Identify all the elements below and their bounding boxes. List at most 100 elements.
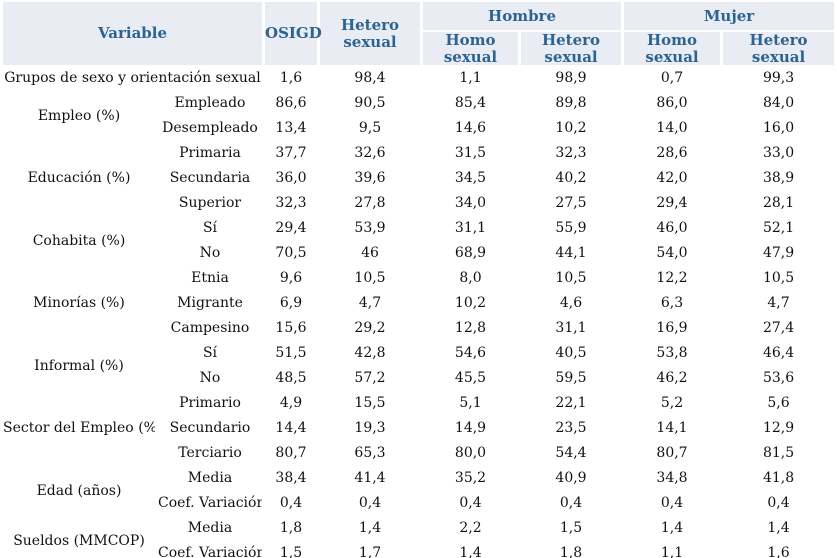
value-cell: 4,7 xyxy=(723,292,835,315)
value-cell: 53,9 xyxy=(320,217,420,240)
value-cell: 15,6 xyxy=(265,317,317,340)
value-cell: 8,0 xyxy=(423,267,518,290)
subcategory-cell: Superior xyxy=(158,192,262,215)
value-cell: 16,9 xyxy=(624,317,721,340)
table-row: Sector del Empleo (%) Primario 4,9 15,5 … xyxy=(3,392,835,465)
subcategory-cell: Desempleado xyxy=(158,117,262,140)
value-cell: 41,4 xyxy=(320,467,420,490)
table-row: No 48,5 57,2 45,5 59,5 46,2 53,6 xyxy=(3,367,835,390)
column-header-osigd: OSIGD xyxy=(265,2,322,65)
value-cell: 46,0 xyxy=(624,217,721,240)
category-cell: Empleo (%) xyxy=(3,92,155,140)
table-row: Edad (años) Media 38,4 41,4 35,2 40,9 34… xyxy=(3,467,835,515)
value-cell: 27,5 xyxy=(521,192,622,215)
subcategory-cell: Migrante xyxy=(158,292,262,315)
value-cell: 98,9 xyxy=(521,67,622,90)
subcategory-cell: Sí xyxy=(158,342,262,365)
value-cell: 98,4 xyxy=(320,67,420,90)
subcategory-cell: Media xyxy=(158,467,262,490)
value-cell: 1,4 xyxy=(423,542,518,558)
value-cell: 12,8 xyxy=(423,317,518,340)
table-row: Coef. Variación 0,4 0,4 0,4 0,4 0,4 0,4 xyxy=(3,492,835,515)
value-cell: 53,8 xyxy=(624,342,721,365)
value-cell: 13,4 xyxy=(265,117,317,140)
value-cell: 54,4 xyxy=(521,442,622,465)
value-cell: 2,2 xyxy=(423,517,518,540)
value-cell: 10,2 xyxy=(521,117,622,140)
value-cell: 0,7 xyxy=(624,67,721,90)
value-cell: 85,4 xyxy=(423,92,518,115)
value-cell: 14,4 xyxy=(265,417,317,440)
table-row: Coef. Variación 1,5 1,7 1,4 1,8 1,1 1,6 xyxy=(3,542,835,558)
value-cell: 12,9 xyxy=(723,417,835,440)
table-row: Superior 32,3 27,8 34,0 27,5 29,4 28,1 xyxy=(3,192,835,215)
column-header-mujer-heterosexual: Hetero sexual xyxy=(723,32,835,65)
value-cell: 46 xyxy=(320,242,420,265)
table-row: Desempleado 13,4 9,5 14,6 10,2 14,0 16,0 xyxy=(3,117,835,140)
category-cell: Educación (%) xyxy=(3,142,155,215)
value-cell: 80,0 xyxy=(423,442,518,465)
value-cell: 29,2 xyxy=(320,317,420,340)
table-row: Grupos de sexo y orientación sexual 1,6 … xyxy=(3,67,835,90)
value-cell: 55,9 xyxy=(521,217,622,240)
value-cell: 51,5 xyxy=(265,342,317,365)
value-cell: 16,0 xyxy=(723,117,835,140)
value-cell: 54,0 xyxy=(624,242,721,265)
value-cell: 1,4 xyxy=(723,517,835,540)
value-cell: 46,4 xyxy=(723,342,835,365)
table-row: Cohabita (%) Sí 29,4 53,9 31,1 55,9 46,0… xyxy=(3,217,835,265)
value-cell: 31,1 xyxy=(423,217,518,240)
value-cell: 5,6 xyxy=(723,392,835,415)
row-label: Grupos de sexo y orientación sexual xyxy=(3,67,262,90)
category-cell: Cohabita (%) xyxy=(3,217,155,265)
value-cell: 23,5 xyxy=(521,417,622,440)
subcategory-cell: Etnia xyxy=(158,267,262,290)
subcategory-cell: Media xyxy=(158,517,262,540)
table-row: No 70,5 46 68,9 44,1 54,0 47,9 xyxy=(3,242,835,265)
value-cell: 27,4 xyxy=(723,317,835,340)
table-row: Secundaria 36,0 39,6 34,5 40,2 42,0 38,9 xyxy=(3,167,835,190)
value-cell: 31,5 xyxy=(423,142,518,165)
value-cell: 29,4 xyxy=(265,217,317,240)
subcategory-cell: Coef. Variación xyxy=(158,492,262,515)
subcategory-cell: Empleado xyxy=(158,92,262,115)
value-cell: 15,5 xyxy=(320,392,420,415)
value-cell: 59,5 xyxy=(521,367,622,390)
table-row: Terciario 80,7 65,3 80,0 54,4 80,7 81,5 xyxy=(3,442,835,465)
subcategory-cell: Secundaria xyxy=(158,167,262,190)
value-cell: 46,2 xyxy=(624,367,721,390)
value-cell: 32,3 xyxy=(521,142,622,165)
value-cell: 35,2 xyxy=(423,467,518,490)
subcategory-cell: Primaria xyxy=(158,142,262,165)
value-cell: 4,6 xyxy=(521,292,622,315)
value-cell: 0,4 xyxy=(320,492,420,515)
value-cell: 1,5 xyxy=(265,542,317,558)
subcategory-cell: No xyxy=(158,242,262,265)
value-cell: 90,5 xyxy=(320,92,420,115)
subcategory-cell: Secundario xyxy=(158,417,262,440)
value-cell: 9,6 xyxy=(265,267,317,290)
table-row: Informal (%) Sí 51,5 42,8 54,6 40,5 53,8… xyxy=(3,342,835,390)
value-cell: 4,9 xyxy=(265,392,317,415)
value-cell: 32,6 xyxy=(320,142,420,165)
value-cell: 14,0 xyxy=(624,117,721,140)
value-cell: 10,5 xyxy=(320,267,420,290)
value-cell: 29,4 xyxy=(624,192,721,215)
value-cell: 34,8 xyxy=(624,467,721,490)
value-cell: 14,1 xyxy=(624,417,721,440)
value-cell: 38,9 xyxy=(723,167,835,190)
table-row: Minorías (%) Etnia 9,6 10,5 8,0 10,5 12,… xyxy=(3,267,835,340)
value-cell: 42,8 xyxy=(320,342,420,365)
header-row-1: Variable OSIGD Hetero sexual Hombre Muje… xyxy=(3,2,835,65)
value-cell: 1,7 xyxy=(320,542,420,558)
value-cell: 99,3 xyxy=(723,67,835,90)
value-cell: 34,5 xyxy=(423,167,518,190)
value-cell: 80,7 xyxy=(624,442,721,465)
value-cell: 5,1 xyxy=(423,392,518,415)
value-cell: 70,5 xyxy=(265,242,317,265)
value-cell: 52,1 xyxy=(723,217,835,240)
value-cell: 57,2 xyxy=(320,367,420,390)
value-cell: 28,6 xyxy=(624,142,721,165)
category-cell: Edad (años) xyxy=(3,467,155,515)
value-cell: 1,8 xyxy=(521,542,622,558)
